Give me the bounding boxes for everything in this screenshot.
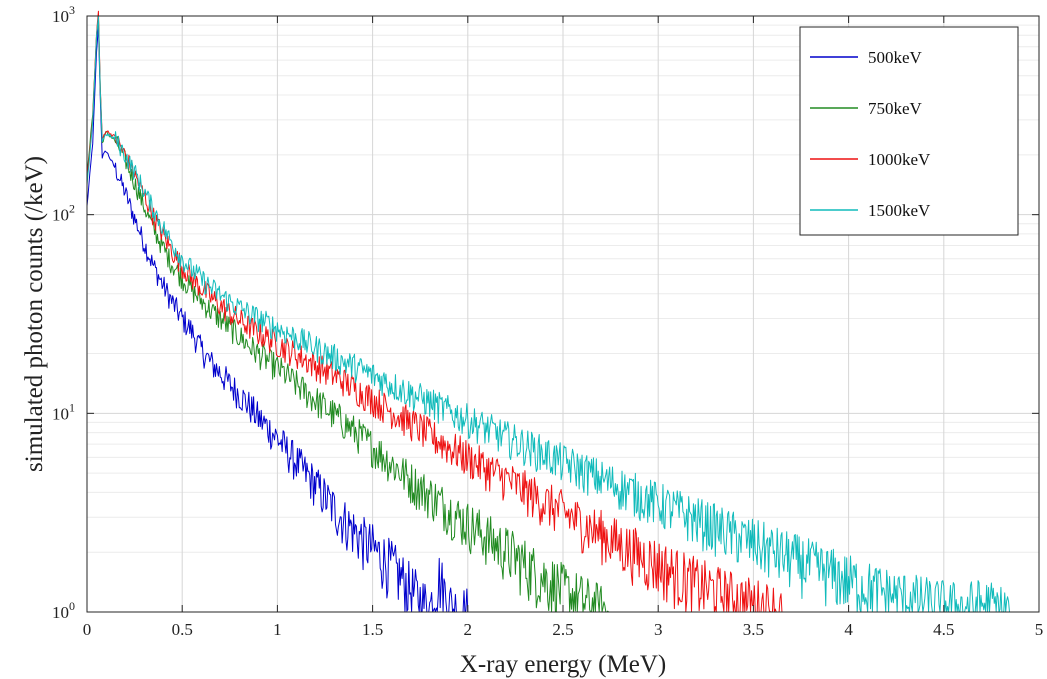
ticks-group — [86, 15, 1040, 613]
x-tick-label: 4 — [844, 620, 853, 639]
y-axis-label: simulated photon counts (/keV) — [21, 156, 48, 472]
x-tick-label: 3.5 — [743, 620, 764, 639]
y-tick-labels: 100 101 102 103 — [52, 3, 75, 622]
legend-label: 1000keV — [868, 150, 931, 169]
legend-label: 750keV — [868, 99, 923, 118]
x-tick-label: 2 — [464, 620, 473, 639]
series-line-1500keV — [86, 15, 1011, 613]
y-tick-label: 101 — [52, 400, 75, 423]
x-tick-label: 1.5 — [362, 620, 383, 639]
x-tick-label: 4.5 — [933, 620, 954, 639]
series-line-500keV — [86, 23, 469, 613]
legend: 500keV 750keV 1000keV 1500keV — [799, 26, 1019, 236]
x-tick-labels: 0 0.5 1 1.5 2 2.5 3 3.5 4 4.5 5 — [83, 620, 1044, 639]
y-tick-label: 103 — [52, 3, 75, 26]
series-line-750keV — [86, 15, 611, 613]
x-tick-label: 1 — [273, 620, 282, 639]
x-tick-label: 0 — [83, 620, 92, 639]
x-axis-label: X-ray energy (MeV) — [460, 651, 666, 678]
x-tick-label: 2.5 — [552, 620, 573, 639]
legend-box — [799, 26, 1019, 236]
x-tick-label: 5 — [1035, 620, 1044, 639]
y-tick-label: 102 — [52, 202, 75, 225]
series-group — [86, 10, 1011, 613]
y-tick-label: 100 — [52, 599, 75, 622]
x-tick-label: 3 — [654, 620, 663, 639]
legend-label: 500keV — [868, 48, 923, 67]
legend-label: 1500keV — [868, 201, 931, 220]
series-line-1000keV — [86, 10, 783, 613]
x-tick-label: 0.5 — [172, 620, 193, 639]
